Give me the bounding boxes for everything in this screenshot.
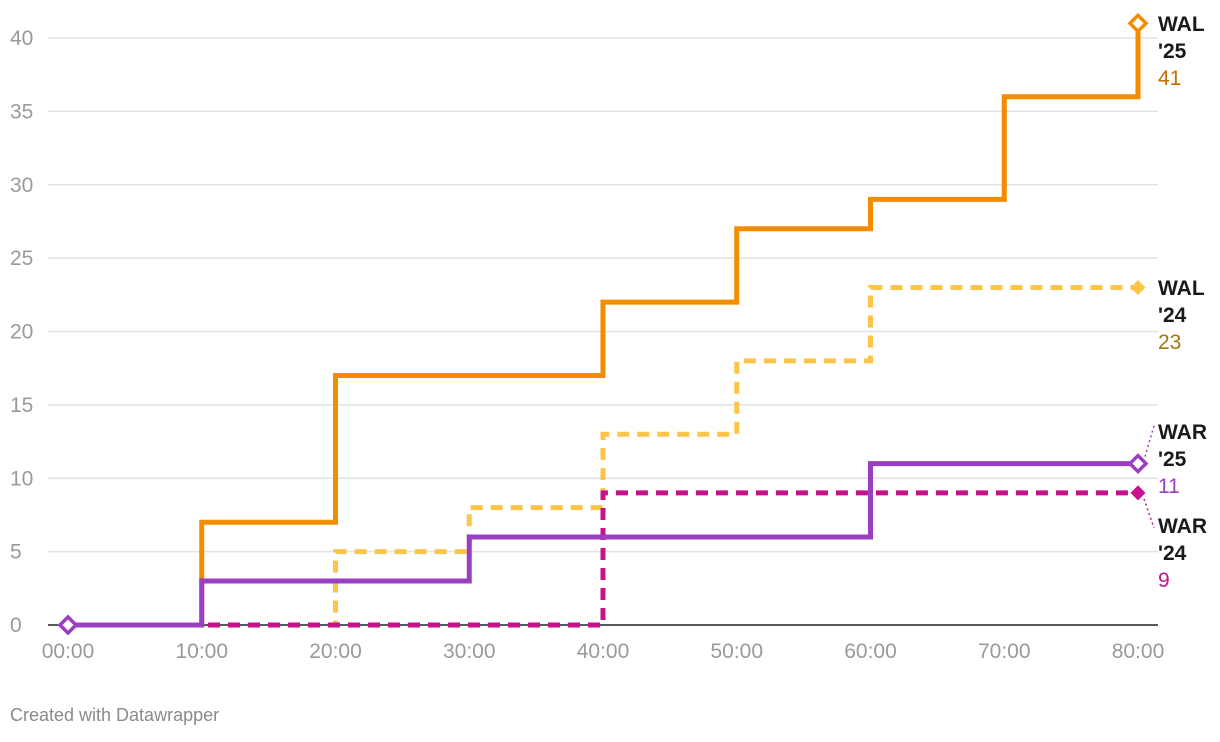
series-label-wal-24-line-1: WAL xyxy=(1158,277,1205,300)
series-line-wal-25 xyxy=(68,23,1141,628)
x-tick-label-60-00: 60:00 xyxy=(844,640,897,663)
y-tick-label-10: 10 xyxy=(10,467,33,490)
series-end-value-wal-25: 41 xyxy=(1158,67,1181,90)
y-tick-label-15: 15 xyxy=(10,394,33,417)
end-marker-wal-25 xyxy=(1127,12,1149,34)
x-tick-label-00-00: 00:00 xyxy=(42,640,95,663)
series-label-war-25-line-2: '25 xyxy=(1158,448,1187,471)
x-tick-label-20-00: 20:00 xyxy=(309,640,362,663)
credit-text: Created with Datawrapper xyxy=(10,705,220,725)
x-tick-label-50-00: 50:00 xyxy=(710,640,763,663)
leader-line-war-24 xyxy=(1143,498,1155,529)
x-tick-label-40-00: 40:00 xyxy=(577,640,630,663)
series-label-wal-25-line-1: WAL xyxy=(1158,13,1205,36)
series-lines xyxy=(68,23,1141,628)
series-end-value-war-24: 9 xyxy=(1158,569,1170,592)
series-label-wal-24-line-2: '24 xyxy=(1158,304,1187,327)
x-axis-tick-labels: 00:00 10:00 20:00 30:00 40:00 50:00 60:00 70:00… xyxy=(42,640,1165,663)
y-tick-label-20: 20 xyxy=(10,321,33,344)
x-tick-label-30-00: 30:00 xyxy=(443,640,496,663)
series-end-markers xyxy=(57,12,1149,636)
y-tick-label-40: 40 xyxy=(10,27,33,50)
series-label-war-24-line-2: '24 xyxy=(1158,542,1187,565)
start-marker xyxy=(57,614,79,636)
series-end-value-war-25: 11 xyxy=(1158,475,1180,498)
series-line-wal-24 xyxy=(68,284,1138,628)
y-axis-tick-labels: 0 5 10 15 20 25 30 35 40 xyxy=(10,27,33,637)
y-tick-label-0: 0 xyxy=(10,614,22,637)
series-line-war-24 xyxy=(68,490,1138,628)
series-label-wal-25-line-2: '25 xyxy=(1158,40,1187,63)
end-marker-war-25 xyxy=(1127,453,1149,475)
leader-line-war-25 xyxy=(1144,425,1155,457)
series-label-war-25-line-1: WAR xyxy=(1158,421,1207,444)
y-tick-label-5: 5 xyxy=(10,541,22,564)
y-tick-label-30: 30 xyxy=(10,174,33,197)
y-tick-label-25: 25 xyxy=(10,247,33,270)
end-marker-war-24 xyxy=(1130,485,1146,501)
series-label-war-24-line-1: WAR xyxy=(1158,515,1207,538)
series-line-war-25 xyxy=(68,461,1138,628)
y-tick-label-35: 35 xyxy=(10,100,33,123)
end-marker-wal-24 xyxy=(1130,279,1146,295)
x-tick-label-70-00: 70:00 xyxy=(978,640,1031,663)
series-end-value-wal-24: 23 xyxy=(1158,331,1181,354)
gridlines xyxy=(48,37,1158,626)
x-tick-label-10-00: 10:00 xyxy=(175,640,228,663)
series-direct-labels: WAL '25 41 WAL '24 23 WAR '25 11 WAR '24 9 xyxy=(1143,13,1207,592)
x-tick-label-80-00: 80:00 xyxy=(1112,640,1165,663)
